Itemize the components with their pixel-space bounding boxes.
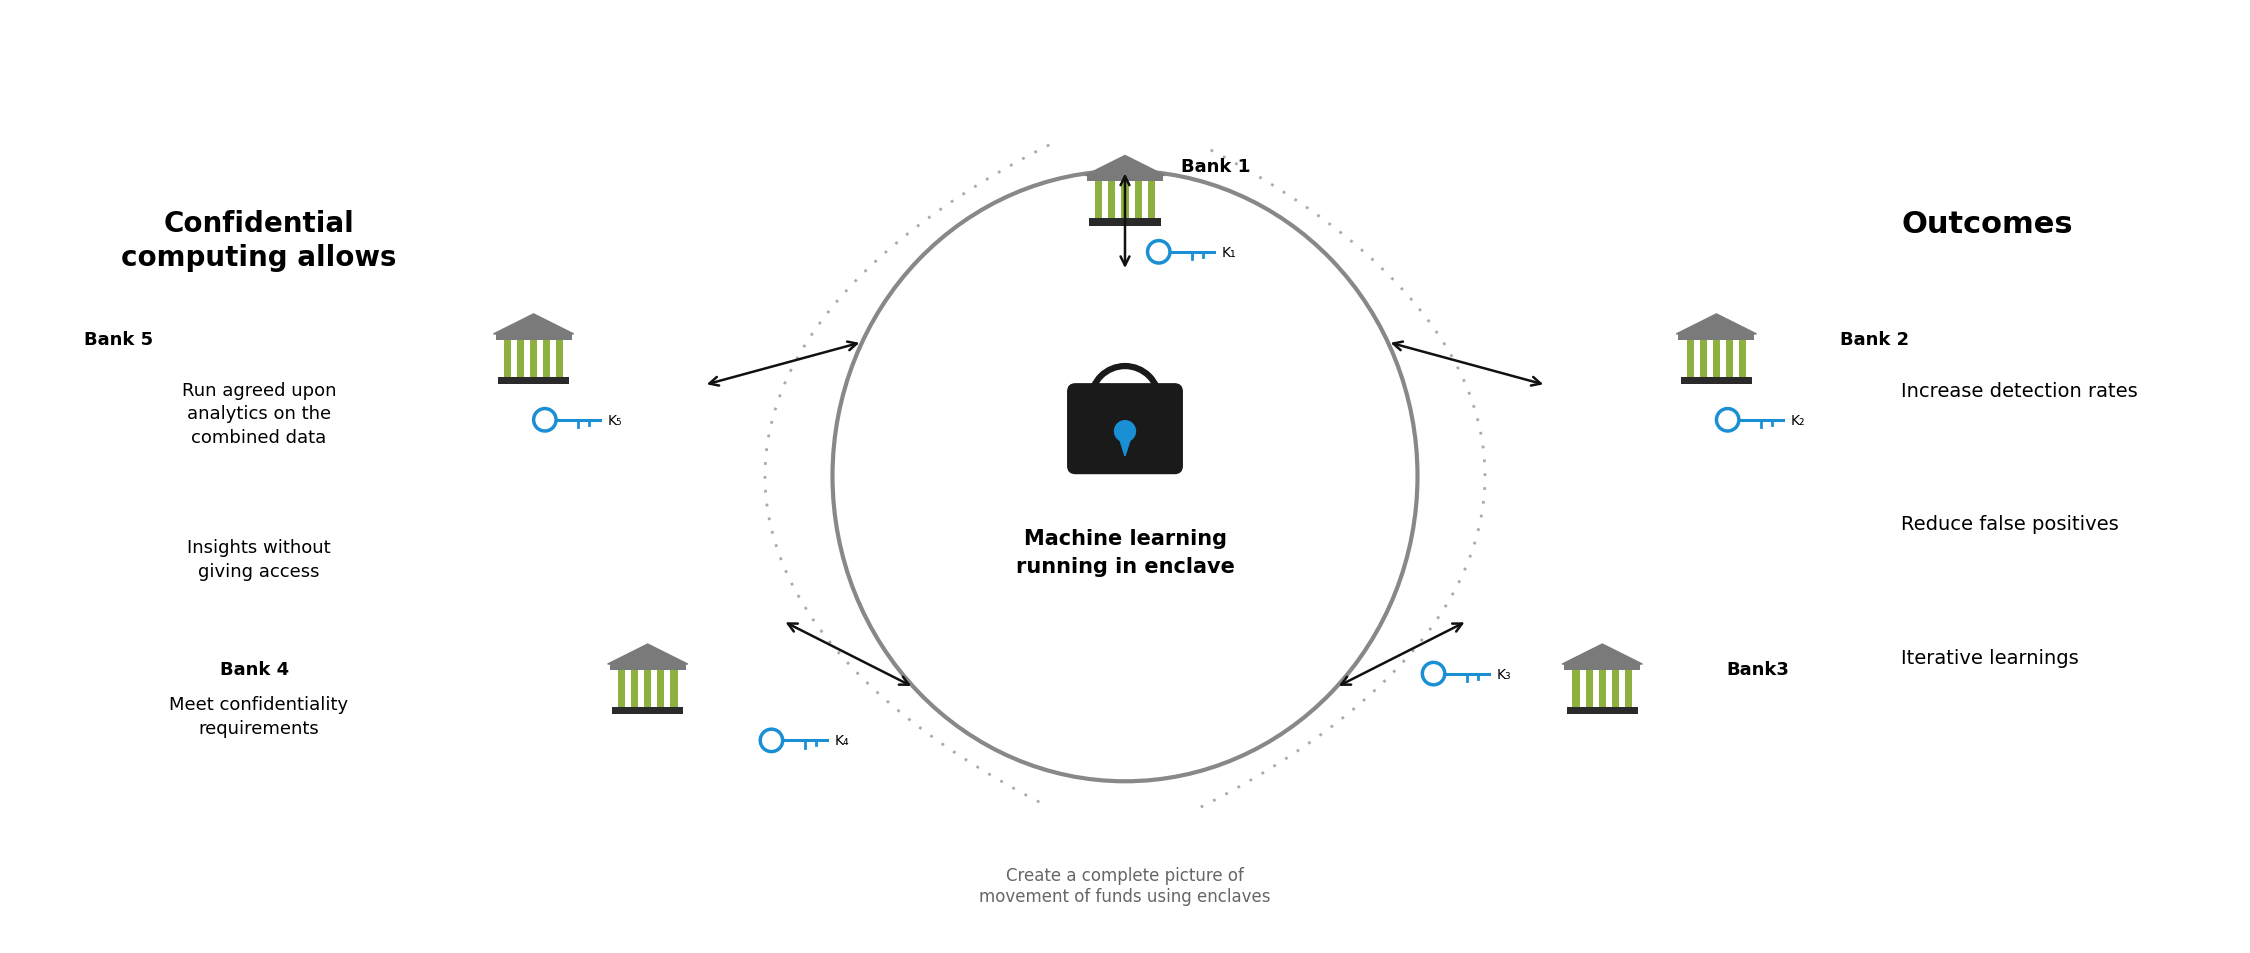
Bar [1611,670,1620,707]
Bar [657,670,664,707]
Polygon shape [608,644,688,664]
Circle shape [1114,420,1136,443]
Text: K₁: K₁ [1222,246,1238,259]
Bar [531,340,538,377]
Text: Reduce false positives: Reduce false positives [1901,515,2120,534]
Polygon shape [1676,314,1757,335]
Bar [1087,176,1163,182]
Text: Bank3: Bank3 [1726,660,1789,679]
Bar [518,340,524,377]
Bar [1688,340,1694,377]
Text: Create a complete picture of
movement of funds using enclaves: Create a complete picture of movement of… [979,866,1271,905]
Bar [1573,670,1580,707]
Bar [1678,335,1755,340]
Text: Run agreed upon
analytics on the
combined data: Run agreed upon analytics on the combine… [182,381,335,446]
Ellipse shape [832,172,1418,781]
Bar [610,664,686,670]
Polygon shape [1084,156,1166,176]
Text: Increase detection rates: Increase detection rates [1901,381,2138,400]
Text: K₅: K₅ [608,414,623,427]
Bar [1109,182,1116,219]
Bar [1096,182,1102,219]
Text: K₃: K₃ [1496,667,1512,680]
Bar [1739,340,1746,377]
Text: Meet confidentiality
requirements: Meet confidentiality requirements [169,696,349,738]
Text: Bank 5: Bank 5 [83,331,153,349]
Bar [1600,670,1606,707]
Bar [1624,670,1631,707]
Bar [630,670,639,707]
Bar [1134,182,1141,219]
Bar [1148,182,1154,219]
Text: Bank 1: Bank 1 [1181,158,1251,175]
Bar [504,340,511,377]
Text: K₂: K₂ [1791,414,1804,427]
Text: Insights without
giving access: Insights without giving access [187,538,331,580]
Bar [670,670,677,707]
Bar [1564,664,1640,670]
Bar [612,707,684,715]
Text: K₄: K₄ [835,734,848,747]
Bar [542,340,551,377]
Bar [1726,340,1732,377]
Bar [1089,219,1161,227]
Polygon shape [1118,432,1132,456]
Text: Outcomes: Outcomes [1901,210,2072,238]
Bar [1566,707,1638,715]
Bar [1699,340,1708,377]
Text: Bank 2: Bank 2 [1840,331,1910,349]
Text: Bank 4: Bank 4 [220,660,290,679]
Bar [1712,340,1719,377]
Bar [1586,670,1593,707]
Bar [619,670,626,707]
Text: Machine learning
running in enclave: Machine learning running in enclave [1015,529,1235,577]
Bar [556,340,562,377]
FancyBboxPatch shape [1069,384,1181,474]
Text: Iterative learnings: Iterative learnings [1901,648,2079,667]
Bar [644,670,650,707]
Bar [1681,377,1753,385]
Bar [497,377,569,385]
Polygon shape [1562,644,1642,664]
Polygon shape [493,314,574,335]
Text: Confidential
computing allows: Confidential computing allows [122,210,396,273]
Bar [1120,182,1130,219]
Bar [495,335,572,340]
